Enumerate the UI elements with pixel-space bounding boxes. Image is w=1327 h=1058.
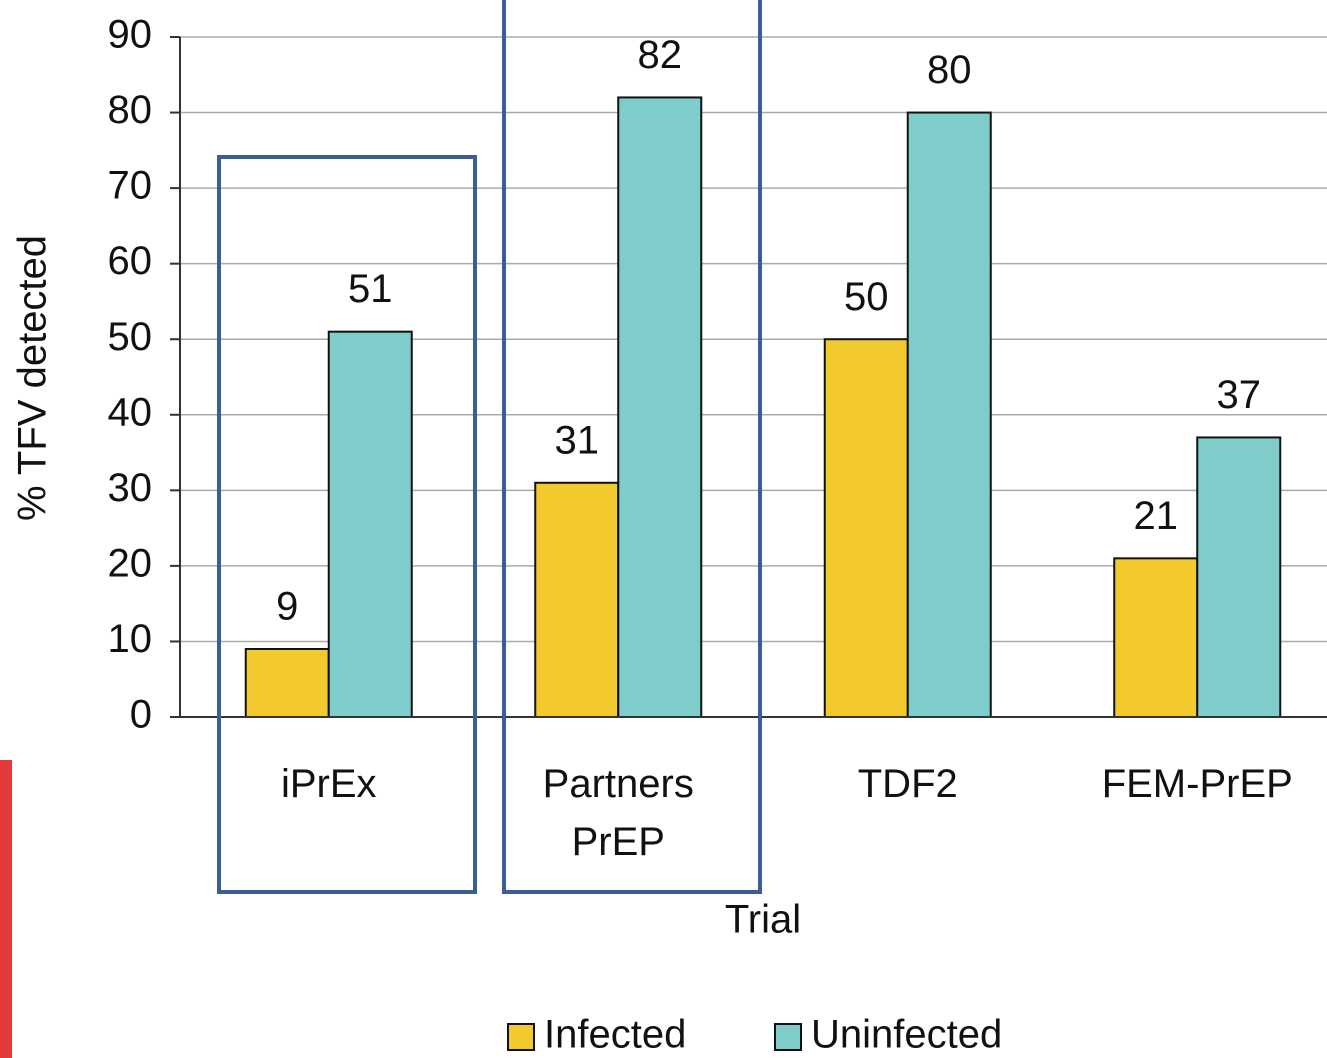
x-tick-label-box: Partners PrEP — [542, 762, 694, 864]
y-tick-label: 50 — [108, 315, 153, 359]
x-tick-label: TDF2 — [857, 762, 958, 806]
y-tick-label: 30 — [108, 466, 153, 510]
bar — [244, 648, 330, 718]
data-label: 31 — [555, 418, 600, 462]
highlight-box — [217, 155, 477, 894]
data-label: 21 — [1134, 494, 1179, 538]
bar — [617, 96, 703, 718]
data-label: 50 — [844, 275, 889, 319]
background-strip — [0, 760, 12, 1058]
plot-area: 0 10 20 30 40 50 60 70 80 90 iPrEx 9 51 Partners PrEP… — [108, 13, 1327, 1057]
bar — [327, 330, 413, 718]
y-axis-title: % TFV detected — [11, 235, 55, 521]
data-label: 80 — [927, 48, 972, 92]
y-tick-label: 80 — [108, 88, 153, 132]
bar — [1113, 557, 1199, 718]
bar — [823, 338, 909, 718]
x-tick-label: Partners PrEP — [542, 762, 694, 864]
y-tick-label: 10 — [108, 617, 153, 661]
y-tick-label: 0 — [130, 693, 152, 737]
bar — [906, 111, 992, 719]
legend-label: Infected — [544, 1013, 686, 1057]
data-label: 51 — [348, 267, 393, 311]
data-label: 82 — [638, 33, 683, 77]
highlight-box — [502, 0, 762, 894]
x-tick-label: FEM-PrEP — [1101, 762, 1293, 806]
legend-swatch — [507, 1023, 535, 1051]
y-tick-label: 20 — [108, 541, 153, 585]
bar — [534, 481, 620, 718]
x-tick-label: iPrEx — [280, 762, 377, 806]
data-label: 37 — [1217, 373, 1262, 417]
x-axis-title: Trial — [725, 898, 801, 942]
legend-label: Uninfected — [811, 1013, 1002, 1057]
y-tick-label: 60 — [108, 239, 153, 283]
x-tick-label-box: FEM-PrEP — [1101, 762, 1293, 806]
data-label: 9 — [276, 585, 298, 629]
bar — [1196, 436, 1282, 718]
y-tick-label: 90 — [108, 13, 153, 57]
y-tick-label: 70 — [108, 164, 153, 208]
x-tick-label-box: iPrEx — [280, 762, 377, 806]
y-tick-label: 40 — [108, 390, 153, 434]
x-tick-label-box: TDF2 — [857, 762, 958, 806]
legend-swatch — [774, 1023, 802, 1051]
